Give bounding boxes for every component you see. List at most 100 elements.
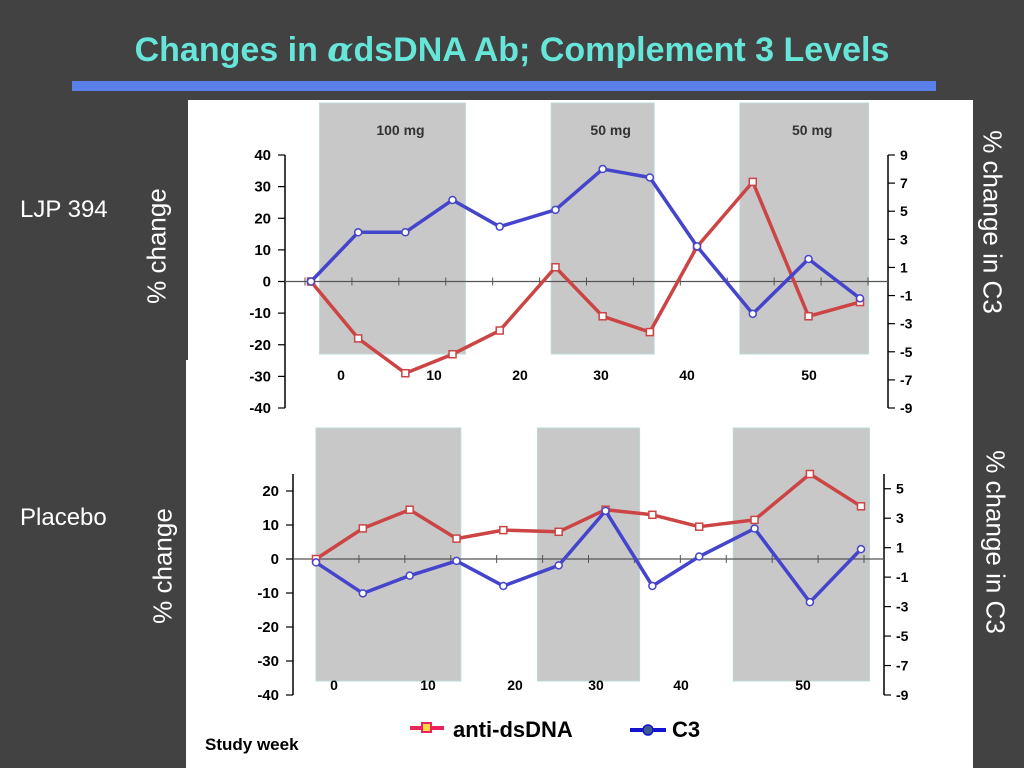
title-prefix: Changes in <box>134 31 328 69</box>
dose-band-label: 50 mg <box>792 122 832 138</box>
data-point-c3 <box>598 164 607 174</box>
y-tick-label-left: 30 <box>254 179 271 196</box>
data-point-c3 <box>448 195 457 205</box>
alpha-symbol: α <box>327 30 354 70</box>
y-tick-label-left: -10 <box>257 585 279 602</box>
data-point-c3 <box>855 294 865 303</box>
data-point-anti-dsdna <box>856 502 866 511</box>
data-point-anti-dsdna <box>405 505 414 514</box>
data-point-c3 <box>804 254 813 264</box>
y-tick-label-left: -30 <box>249 368 271 385</box>
y-tick-label-right: 9 <box>900 147 908 163</box>
data-point-anti-dsdna <box>353 334 363 343</box>
series-line-anti-dsdna <box>315 472 862 561</box>
row-label-placebo: Placebo <box>20 504 107 531</box>
row-label-ljp394: LJP 394 <box>20 196 108 223</box>
slide-title: Changes in αdsDNA Ab; Complement 3 Level… <box>0 30 1024 70</box>
x-tick-label: 30 <box>588 677 604 693</box>
data-point-anti-dsdna <box>804 312 813 321</box>
data-point-c3 <box>805 597 815 607</box>
y-tick-label-right: -7 <box>896 658 909 674</box>
data-point-c3 <box>692 242 702 251</box>
data-point-c3 <box>648 581 657 591</box>
x-tick-label: 20 <box>507 677 523 693</box>
y-tick-label-right: -9 <box>900 400 913 416</box>
data-point-c3 <box>401 228 410 237</box>
y-tick-label-right: -5 <box>900 344 913 360</box>
y-tick-label-right: -3 <box>900 316 913 332</box>
x-tick-label: 50 <box>795 677 811 693</box>
data-point-c3 <box>748 309 758 319</box>
y-tick-label-right: 5 <box>896 481 904 497</box>
y-tick-label-left: -20 <box>249 337 271 354</box>
dose-band <box>732 427 871 682</box>
x-tick-label: 30 <box>593 367 609 383</box>
y-tick-label-left: 0 <box>263 274 271 291</box>
y-tick-label-left: -20 <box>257 619 279 636</box>
y-tick-label-left: -40 <box>249 400 271 417</box>
series-line-anti-dsdna <box>309 180 861 375</box>
y-tick-label-left: 10 <box>262 517 279 534</box>
y-tick-label-right: 3 <box>896 510 904 526</box>
data-point-anti-dsdna <box>648 510 657 520</box>
chart-placebo: 20 10 0 -10 -20 -30 -40 5 3 1 -1 -3 -5 -7 -9 0 10 20 30 40 5… <box>257 427 909 704</box>
data-point-anti-dsdna <box>645 327 655 337</box>
data-point-anti-dsdna <box>452 534 461 543</box>
data-point-anti-dsdna <box>554 527 563 537</box>
dose-band <box>739 102 870 355</box>
data-point-c3 <box>306 277 316 286</box>
y-tick-label-right: -3 <box>896 599 909 615</box>
data-point-c3 <box>601 506 610 516</box>
y-tick-label-right: 1 <box>896 540 904 556</box>
x-tick-label: 40 <box>679 367 695 383</box>
dose-band <box>315 427 462 682</box>
data-point-c3 <box>353 228 363 237</box>
data-point-anti-dsdna <box>401 368 410 378</box>
data-point-anti-dsdna <box>694 522 704 531</box>
data-point-c3 <box>645 173 655 182</box>
y-tick-label-right: 1 <box>900 259 908 275</box>
data-point-c3 <box>405 571 414 580</box>
x-tick-label: 40 <box>673 677 689 693</box>
data-point-anti-dsdna <box>805 469 815 479</box>
chart-ljp394: 100 mg 50 mg 50 mg403020100-10-20-30-40975… <box>249 102 913 417</box>
series-line-c3 <box>309 167 862 316</box>
data-point-c3 <box>499 581 508 591</box>
data-point-anti-dsdna <box>750 515 759 525</box>
data-point-c3 <box>856 544 866 554</box>
data-point-anti-dsdna <box>495 326 504 335</box>
data-point-c3 <box>358 589 368 598</box>
title-underline <box>72 81 936 91</box>
data-point-anti-dsdna <box>448 349 457 359</box>
title-suffix: dsDNA Ab; Complement 3 Levels <box>353 31 890 69</box>
y-tick-label-left: 10 <box>254 242 271 259</box>
y-tick-label-left: -30 <box>257 653 279 670</box>
data-point-anti-dsdna <box>598 312 607 321</box>
x-tick-label: 10 <box>426 367 442 383</box>
y-tick-label-left: -40 <box>257 687 279 704</box>
y-tick-label-left: -10 <box>249 305 271 322</box>
data-point-c3 <box>311 558 321 567</box>
y-tick-label-right: 7 <box>900 175 908 191</box>
y-tick-label-right: 5 <box>900 203 908 219</box>
y-tick-label-right: 3 <box>900 231 908 247</box>
x-tick-label: 10 <box>420 677 436 693</box>
data-point-c3 <box>694 552 704 561</box>
data-point-c3 <box>495 222 504 231</box>
data-point-anti-dsdna <box>499 525 508 535</box>
dose-band <box>319 102 466 355</box>
y-tick-label-right: -7 <box>900 372 913 388</box>
y-tick-label-left: 0 <box>271 551 279 568</box>
data-point-anti-dsdna <box>551 263 560 272</box>
x-tick-label: 0 <box>330 677 338 693</box>
dose-band-label: 100 mg <box>376 122 424 138</box>
y-tick-label-left: 20 <box>254 210 271 227</box>
dose-band <box>536 427 641 682</box>
y-tick-label-right: -1 <box>900 288 913 304</box>
data-point-c3 <box>750 524 759 533</box>
x-tick-label: 50 <box>801 367 817 383</box>
y-tick-label-right: -9 <box>896 687 909 703</box>
y-tick-label-left: 40 <box>254 147 271 164</box>
data-point-anti-dsdna <box>748 177 758 187</box>
